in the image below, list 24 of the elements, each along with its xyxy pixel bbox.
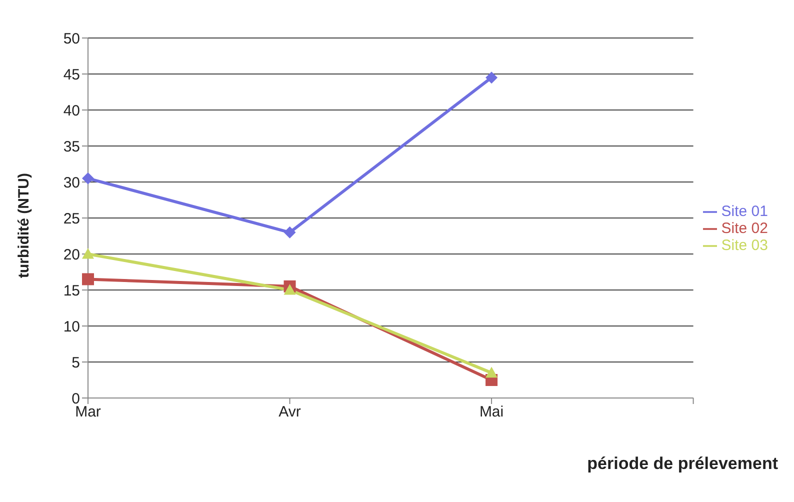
point — [486, 366, 498, 378]
y-tick-label: 45 — [63, 66, 80, 84]
x-axis-title: période de prélevement — [587, 454, 778, 474]
point — [82, 248, 94, 259]
y-tick-label: 15 — [63, 282, 80, 300]
y-tick-label: 10 — [63, 318, 80, 336]
legend-label: Site 01 — [721, 202, 768, 220]
x-tick-label: Avr — [278, 404, 301, 421]
y-tick-label: 5 — [72, 354, 80, 372]
point — [82, 273, 94, 286]
point — [82, 172, 94, 184]
y-tick-label: 25 — [63, 210, 80, 228]
y-tick-label: 30 — [63, 174, 80, 192]
y-tick-label: 50 — [63, 30, 80, 48]
y-tick-label: 35 — [63, 138, 80, 156]
x-tick-label: Mai — [479, 404, 504, 421]
point — [284, 284, 296, 295]
legend-label: Site 02 — [721, 220, 768, 236]
y-tick-label: 40 — [63, 102, 80, 120]
legend-label: Site 03 — [721, 236, 768, 254]
y-tick-label: 20 — [63, 246, 80, 264]
y-axis-title: turbidité (NTU) — [15, 173, 32, 278]
point — [486, 72, 498, 84]
point — [284, 226, 296, 238]
